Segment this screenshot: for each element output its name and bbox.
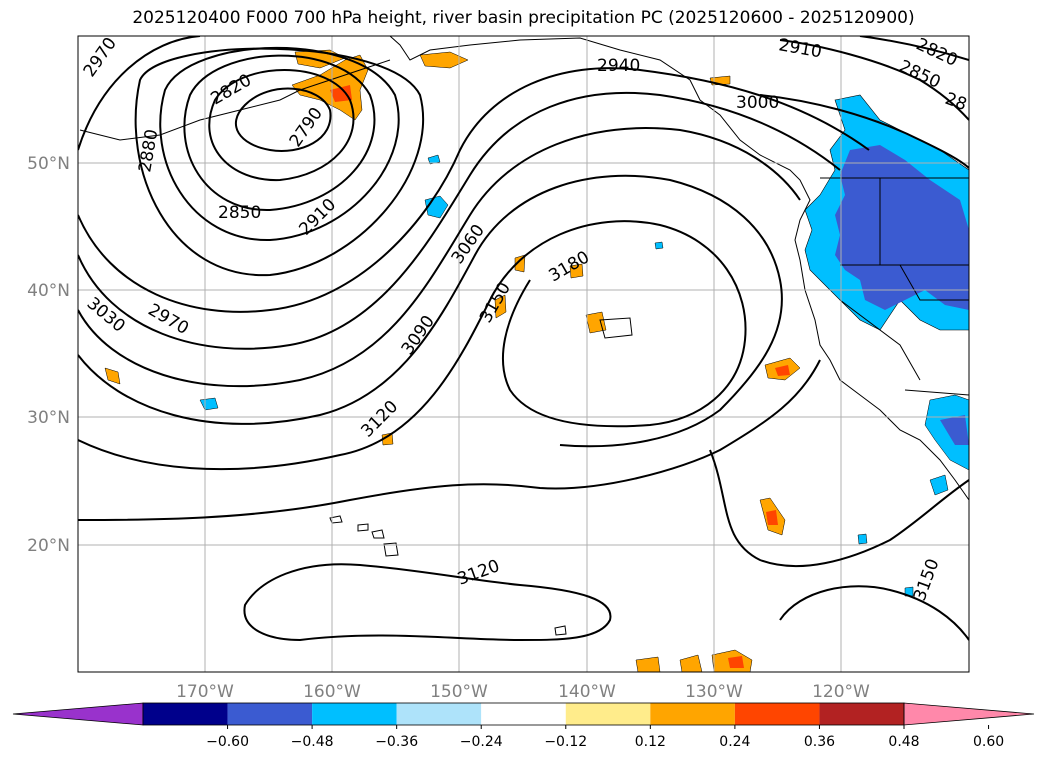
contour-line — [78, 67, 870, 313]
contour-line — [759, 94, 969, 169]
precip-blue-patch — [929, 474, 949, 496]
lon-label: 130°W — [685, 682, 743, 702]
map-background — [78, 36, 969, 672]
colorbar-segment — [312, 703, 397, 725]
precip-orange-patch — [585, 311, 607, 334]
contour-line — [208, 69, 355, 182]
precip-blue-patch — [857, 533, 868, 545]
colorbar-segment — [734, 703, 820, 725]
precip-red-patch — [766, 510, 778, 525]
precip-darkblue-southwest — [940, 415, 969, 445]
lon-label: 150°W — [430, 682, 488, 702]
colorbar-tick-label: 0.36 — [804, 734, 835, 750]
contour-line — [78, 174, 783, 448]
lat-label: 30°N — [27, 408, 70, 428]
lat-label: 40°N — [27, 281, 70, 301]
colorbar-tick-label: 0.24 — [719, 734, 750, 750]
lat-label: 20°N — [27, 536, 70, 556]
contour-line — [134, 47, 425, 277]
contour-line — [709, 449, 969, 568]
colorbar-tick-label: −0.12 — [544, 734, 587, 750]
state-border-line — [839, 299, 921, 381]
island-outline — [599, 317, 633, 339]
contour-line — [243, 563, 612, 642]
hawaii-island — [357, 523, 369, 532]
contour-line — [183, 54, 376, 212]
contour-line — [779, 39, 969, 121]
precip-blue-patch — [904, 586, 914, 597]
contour-label: 2940 — [597, 56, 640, 76]
colorbar-tick-label: −0.60 — [206, 734, 249, 750]
precip-orange-alaska — [291, 54, 369, 121]
precip-orange-patch — [569, 263, 584, 279]
latitude-labels: 50°N 40°N 30°N 20°N — [27, 154, 70, 556]
map-title: 2025120400 F000 700 hPa height, river ba… — [132, 8, 915, 28]
colorbar-segment — [650, 703, 735, 725]
colorbar-segment — [227, 703, 313, 725]
contour-line — [78, 220, 747, 471]
north-america-coast — [389, 36, 969, 501]
precip-blue-patch — [427, 154, 441, 165]
colorbar-extend-high — [903, 702, 1035, 726]
map-panel: 2970 2820 2880 2790 2850 2910 2970 3030 … — [27, 34, 970, 702]
precip-red-patch — [775, 365, 790, 376]
contour-line — [234, 87, 332, 152]
contour-line — [78, 359, 821, 521]
colorbar-segment — [565, 703, 651, 725]
alaska-coast — [79, 59, 391, 141]
colorbar-tick-label: −0.48 — [291, 734, 334, 750]
contour-label: 3000 — [736, 93, 779, 113]
contour-label: 2850 — [218, 203, 261, 223]
contour-line — [779, 585, 969, 641]
precip-blue-patch — [654, 241, 664, 250]
precip-red-alaska — [330, 85, 352, 102]
precip-orange-patch — [381, 432, 394, 446]
contour-line — [859, 36, 969, 61]
state-border-line — [904, 389, 969, 396]
lon-label: 160°W — [303, 682, 361, 702]
state-border-line — [840, 264, 969, 301]
colorbar-tick-label: 0.48 — [888, 734, 919, 750]
colorbar-segment — [481, 703, 566, 725]
precip-red-patch — [728, 656, 744, 668]
island-outline — [554, 625, 567, 636]
height-contours — [78, 36, 969, 642]
colorbar-tick-label: −0.36 — [375, 734, 418, 750]
precip-blue-southwest — [924, 394, 969, 471]
hawaii-island — [383, 542, 399, 557]
colorbar-frame — [142, 702, 905, 726]
precip-shading — [104, 49, 969, 672]
precip-orange-patch — [635, 656, 661, 672]
contour-line — [78, 91, 841, 350]
hawaii-island — [371, 529, 385, 539]
map-frame — [77, 35, 970, 673]
colorbar-tick-label: 0.60 — [973, 734, 1004, 750]
hawaii-island — [329, 515, 343, 524]
grid-lines — [78, 36, 969, 672]
contour-line — [78, 127, 801, 388]
colorbar-segment — [143, 703, 228, 725]
colorbar-tick-label: 0.12 — [635, 734, 666, 750]
precip-orange-patch — [494, 294, 507, 319]
lon-label: 120°W — [812, 682, 870, 702]
precip-orange-patch — [679, 654, 703, 672]
precip-darkblue-region — [835, 145, 969, 310]
colorbar: −0.60 −0.48 −0.36 −0.24 −0.12 0.12 0.24 0.36 0.4… — [12, 702, 1035, 750]
precip-orange-patch — [104, 367, 121, 385]
colorbar-extend-low — [12, 702, 144, 726]
lat-label: 50°N — [27, 154, 70, 174]
lon-label: 170°W — [176, 682, 234, 702]
contour-line — [78, 36, 201, 151]
longitude-labels: 170°W 160°W 150°W 140°W 130°W 120°W — [176, 682, 870, 702]
colorbar-tick-label: −0.24 — [460, 734, 503, 750]
colorbar-segment — [819, 703, 904, 725]
coastlines — [79, 36, 969, 636]
lon-label: 140°W — [558, 682, 616, 702]
colorbar-segment — [396, 703, 482, 725]
